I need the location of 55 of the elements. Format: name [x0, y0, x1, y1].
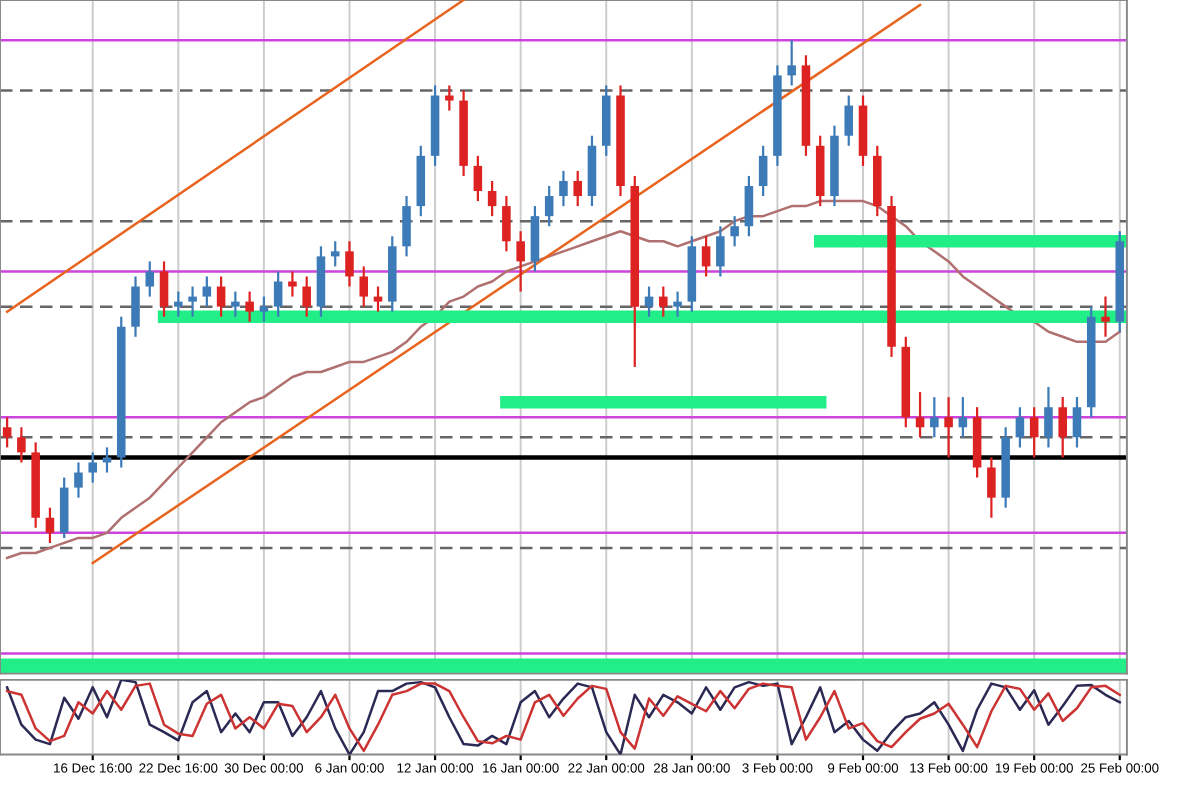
candlestick — [330, 240, 340, 268]
candlestick — [987, 456, 996, 519]
candlestick — [216, 275, 226, 318]
candlestick — [758, 144, 768, 198]
candlestick — [174, 290, 183, 318]
candlestick — [573, 169, 582, 208]
candlestick — [302, 275, 311, 318]
candlestick — [787, 39, 796, 87]
candlestick — [88, 451, 97, 484]
candlestick — [188, 285, 197, 318]
candlestick — [673, 290, 682, 318]
candlestick — [373, 285, 383, 313]
candlestick — [730, 215, 739, 248]
candlestick — [259, 295, 269, 323]
candlestick — [516, 230, 525, 293]
candlestick — [17, 426, 26, 464]
candlestick — [273, 270, 283, 318]
candlestick — [145, 260, 155, 298]
candlestick — [45, 506, 55, 545]
candlestick — [915, 390, 925, 439]
candlestick — [958, 396, 968, 439]
candlestick — [1044, 385, 1053, 449]
candlestick — [473, 154, 483, 203]
candlestick — [644, 285, 654, 318]
candlestick — [1015, 406, 1025, 449]
candlestick — [1029, 406, 1039, 459]
candlestick — [844, 94, 854, 147]
candlestick — [159, 260, 169, 318]
candlestick — [1101, 295, 1110, 338]
candlestick — [1058, 396, 1067, 459]
candlestick — [402, 194, 411, 258]
candlestick — [445, 84, 454, 112]
candlestick — [2, 416, 12, 449]
candlestick — [502, 194, 511, 253]
candlestick — [231, 290, 240, 318]
candlestick — [345, 240, 354, 288]
candlestick — [487, 179, 497, 218]
candlestick — [530, 204, 540, 273]
candlestick — [131, 275, 140, 338]
candlestick — [102, 446, 112, 474]
candlestick — [1072, 396, 1082, 449]
candlestick — [359, 265, 369, 308]
candlestick — [288, 270, 297, 298]
candlestick — [544, 184, 554, 228]
candlestick — [659, 285, 668, 318]
candlestick — [701, 235, 711, 278]
candlestick — [944, 396, 953, 459]
candlestick — [202, 275, 212, 308]
candlestick — [716, 225, 725, 278]
candlestick — [74, 461, 83, 499]
candlestick — [245, 290, 254, 323]
candlestick — [930, 396, 939, 439]
candlestick — [559, 169, 568, 208]
candlestick — [59, 476, 69, 539]
candlestick — [744, 174, 754, 238]
